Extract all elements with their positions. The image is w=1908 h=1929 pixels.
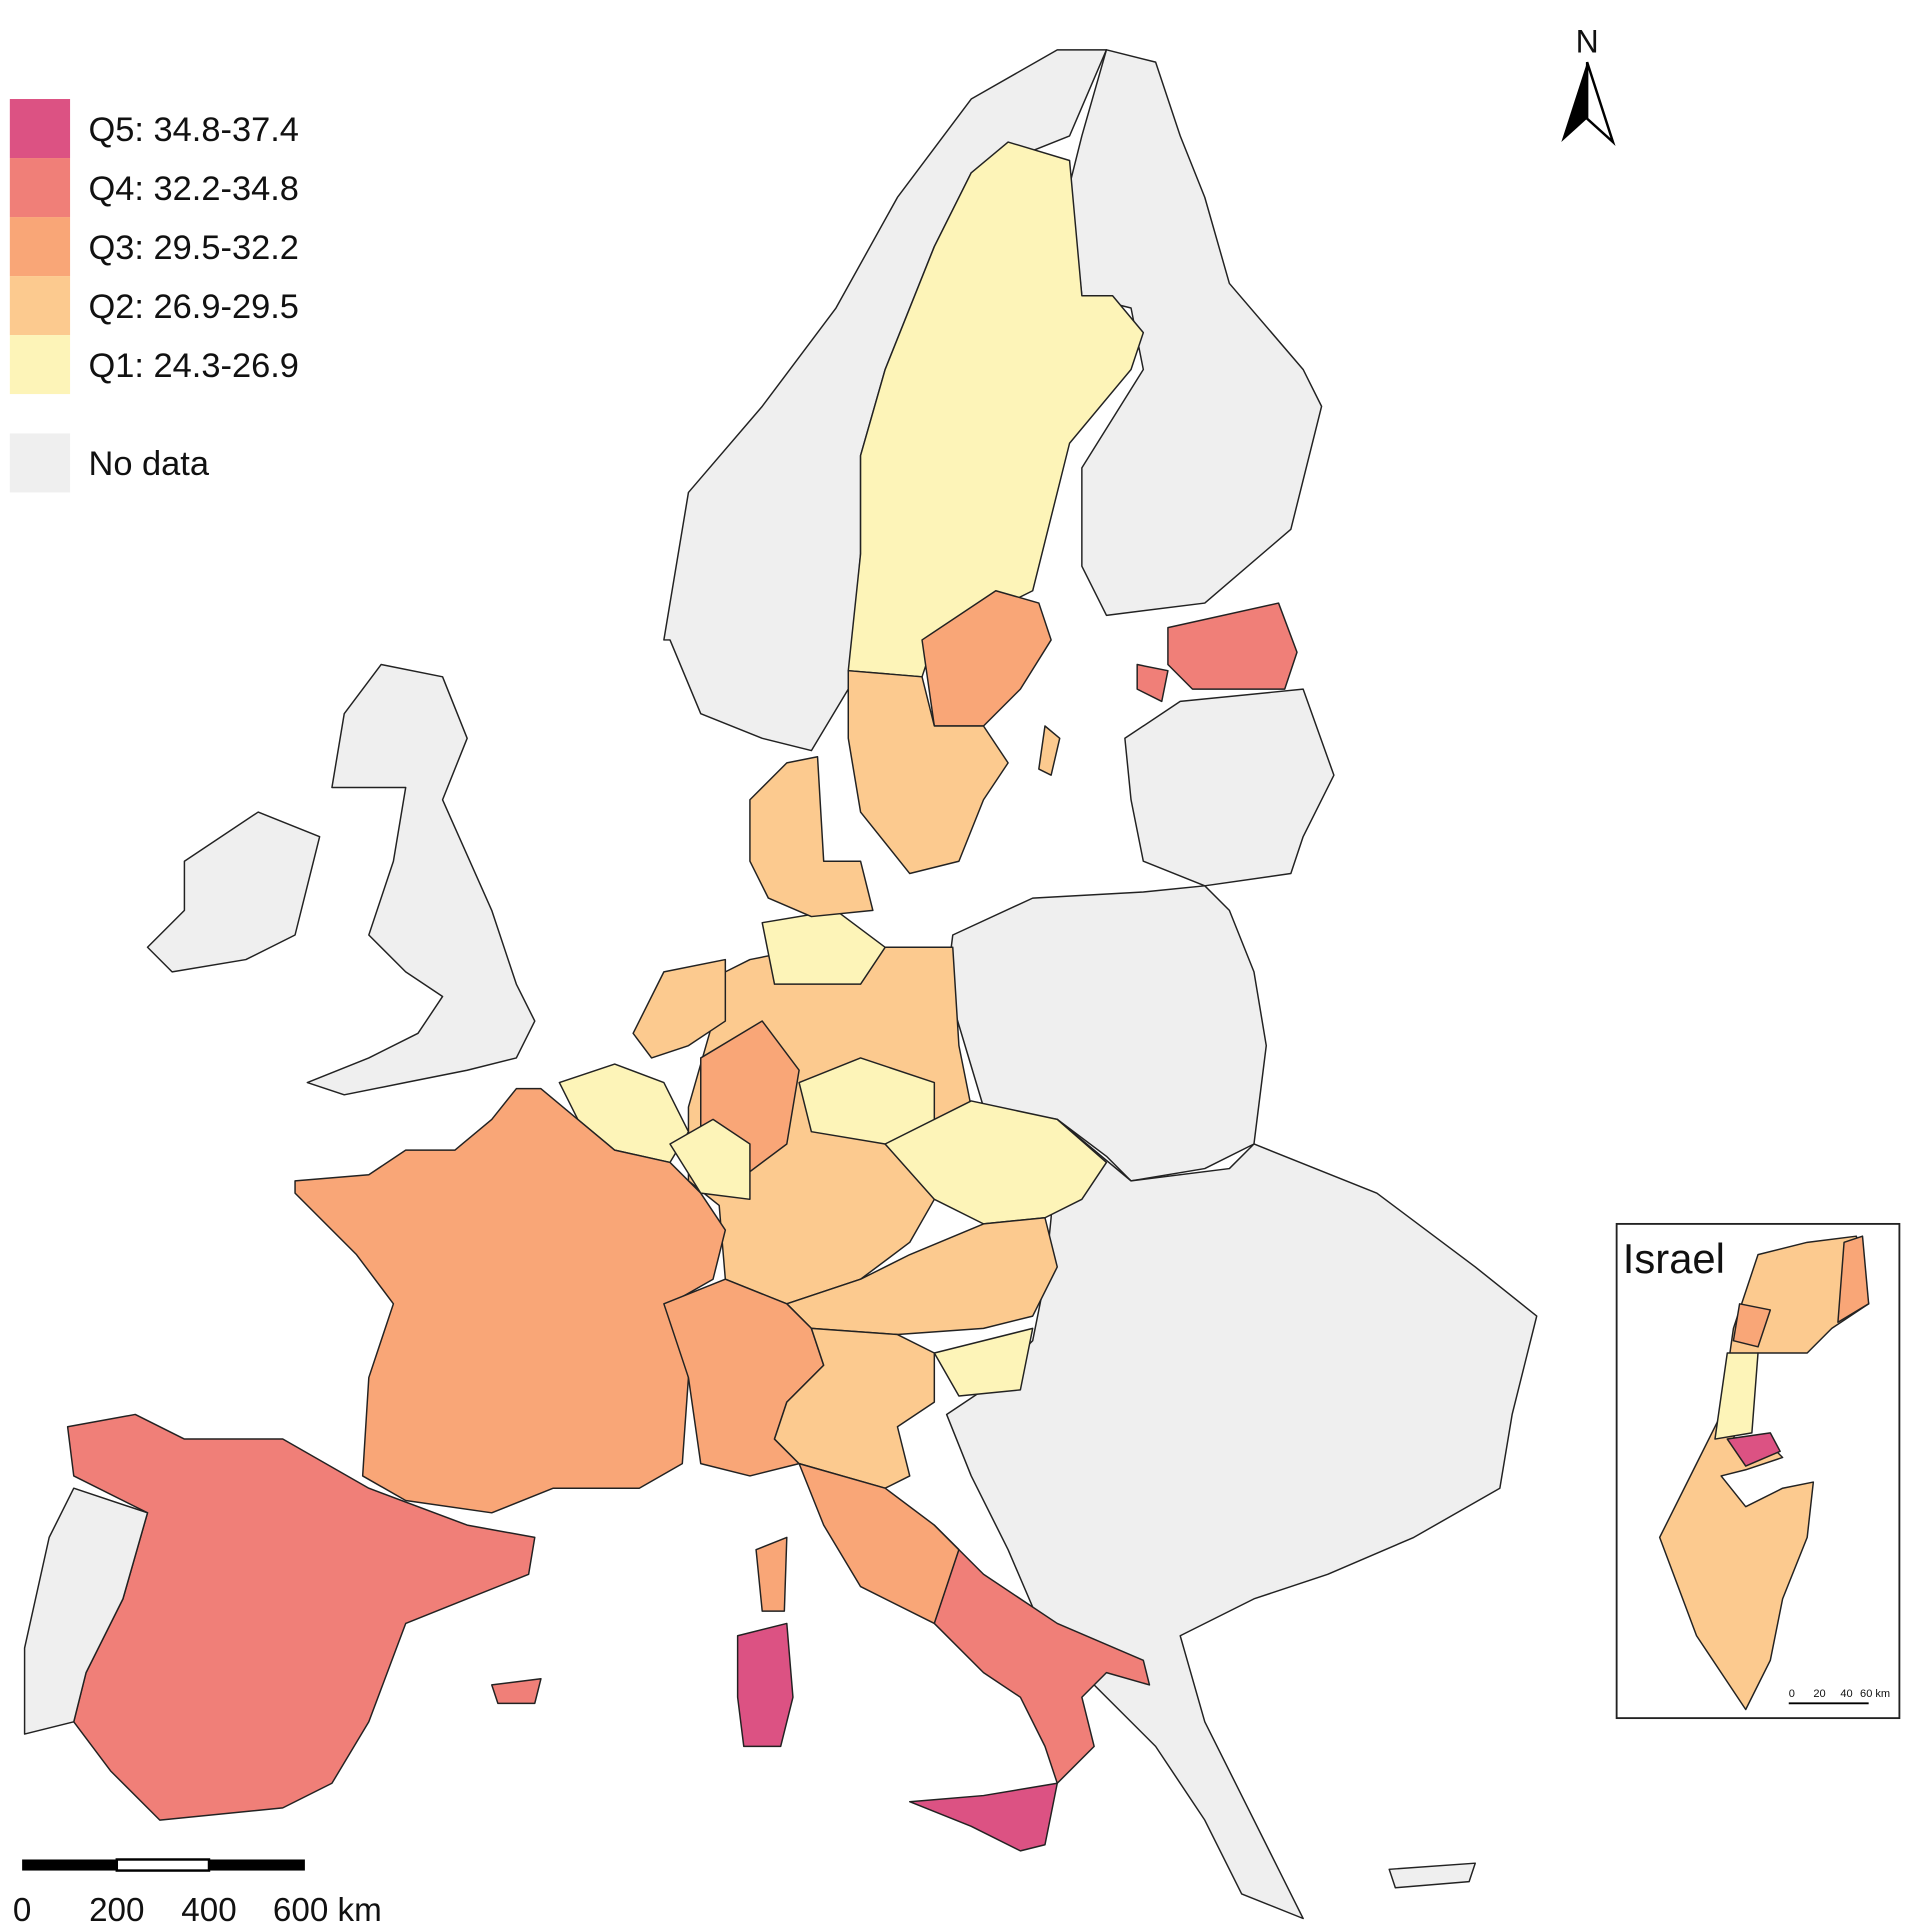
region [1732,1303,1772,1348]
region [749,755,874,918]
legend: Q5: 34.8-37.4 Q4: 32.2-34.8 Q3: 29.5-32.2 Q… [9,99,299,493]
regions [23,49,1538,1920]
legend-label: Q2: 26.9-29.5 [89,288,299,326]
arrow-right [1585,61,1616,147]
region [1038,725,1061,776]
scale-label: 200 [89,1892,144,1929]
scale-label: 400 [181,1892,236,1929]
region [632,958,727,1059]
region [933,1524,1151,1785]
region [847,141,1145,678]
region [736,1622,794,1748]
region [909,1782,1059,1852]
legend-label: No data [89,445,210,483]
legend-label: Q3: 29.5-32.2 [89,229,299,267]
scale-label: 0 [13,1892,31,1929]
region [146,811,321,973]
legend-swatch [9,217,71,277]
legend-swatch [9,158,71,218]
inset-scale-label: 40 [1840,1688,1852,1700]
scale-segment [115,1858,211,1872]
region [884,1100,1108,1225]
legend-swatch [9,335,71,395]
region [669,1118,751,1201]
legend-label: Q5: 34.8-37.4 [89,111,299,149]
region [933,1327,1034,1397]
north-arrow: N [1561,23,1616,147]
scale-label: 600 km [273,1892,382,1929]
region [1388,1862,1476,1889]
region [945,1118,1538,1920]
region [23,1487,149,1735]
inset-title: Israel [1623,1235,1725,1282]
inset-scale-label: 60 km [1860,1688,1890,1700]
arrow-left [1561,62,1588,143]
legend-swatch [9,433,71,493]
region [755,1536,788,1612]
north-label: N [1576,23,1599,59]
region [798,1462,960,1625]
scale-segment [22,1859,117,1871]
region [761,909,886,985]
inset: Israel 0 20 40 60 km [1615,1222,1901,1720]
region [1167,602,1298,690]
region [1124,688,1335,887]
region [1837,1235,1870,1323]
scale-segment [208,1859,305,1871]
region [306,663,536,1096]
region [773,1327,936,1489]
region [1658,1235,1870,1711]
region [1726,1432,1781,1467]
scale-bar: 0 200 400 600 km [13,1858,382,1929]
region [491,1678,542,1705]
region [1714,1352,1759,1440]
region [1136,663,1169,703]
legend-swatch [9,276,71,336]
inset-scale-label: 20 [1813,1688,1825,1700]
region [847,669,1009,875]
legend-label: Q1: 24.3-26.9 [89,347,299,385]
legend-label: Q4: 32.2-34.8 [89,170,299,208]
inset-scale-label: 0 [1789,1688,1795,1700]
region [294,1087,727,1514]
region [945,885,1268,1182]
legend-swatch [9,99,71,159]
